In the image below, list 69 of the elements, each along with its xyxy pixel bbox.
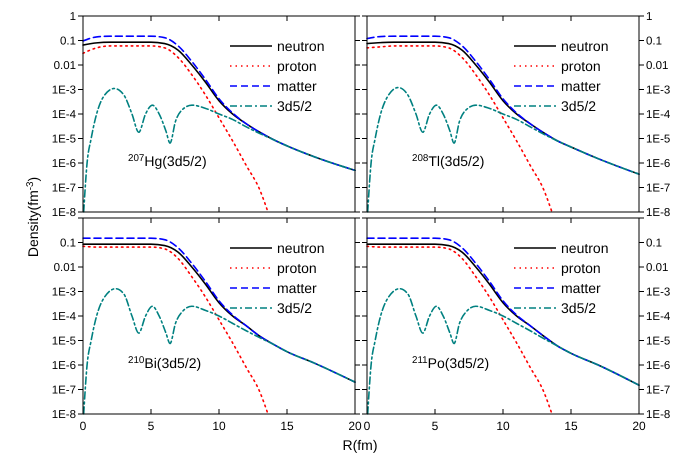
legend-label: 3d5/2 [277, 300, 312, 316]
legend-label: proton [277, 58, 317, 74]
annotation: $^{210}$Bi(3d5/2) [128, 354, 202, 371]
legend-label: matter [277, 78, 318, 94]
legend-label: matter [277, 280, 318, 296]
y-tick-label: 1E-5 [52, 336, 76, 348]
legend-label: 3d5/2 [561, 300, 596, 316]
x-tick-label: 5 [432, 419, 439, 433]
y-tick-label: 1E-6 [52, 360, 76, 372]
y-tick-label: 1E-4 [52, 109, 77, 121]
line-series [82, 245, 269, 415]
x-tick-label: 0 [364, 419, 371, 433]
y-tick-label: 1E-4 [52, 311, 77, 323]
y-tick-label: 1E-8 [52, 409, 76, 421]
legend-label: neutron [561, 38, 608, 54]
y-tick-label: 1E-7 [52, 182, 76, 194]
y-tick-label: 1E-7 [52, 384, 76, 396]
legend-label: 3d5/2 [277, 98, 312, 114]
legend-label: proton [561, 260, 601, 276]
x-axis-title: R(fm) [342, 437, 378, 453]
legend-label: neutron [277, 240, 324, 256]
y-tick-label: 0.1 [60, 238, 76, 250]
y-tick-label: 1E-8 [52, 207, 76, 219]
x-tick-label: 15 [564, 419, 578, 433]
annotation: $^{207}$Hg(3d5/2) [128, 152, 207, 169]
legend-label: proton [561, 58, 601, 74]
y-tick-label: 0.01 [646, 262, 668, 274]
y-tick-label: 1E-8 [646, 207, 670, 219]
x-tick-label: 10 [496, 419, 510, 433]
y-tick-label: 0.01 [54, 262, 76, 274]
y-tick-label: 0.1 [60, 36, 76, 48]
y-tick-label: 0.1 [646, 36, 662, 48]
legend-label: matter [561, 280, 602, 296]
legend-label: neutron [277, 38, 324, 54]
x-tick-label: 20 [348, 419, 362, 433]
x-tick-label: 20 [632, 419, 646, 433]
y-tick-label: 1E-5 [646, 336, 670, 348]
y-tick-label: 1E-8 [646, 409, 670, 421]
y-tick-label: 1E-4 [646, 311, 671, 323]
legend-label: proton [277, 260, 317, 276]
y-tick-label: 1E-3 [52, 84, 76, 96]
y-tick-label: 1E-3 [646, 84, 670, 96]
legend-label: neutron [561, 240, 608, 256]
y-tick-label: 1E-3 [52, 286, 76, 298]
line-series [82, 45, 269, 213]
y-tick-label: 1E-5 [52, 134, 76, 146]
y-tick-label: 0.01 [54, 60, 76, 72]
x-tick-label: 5 [148, 419, 155, 433]
x-tick-label: 0 [80, 419, 87, 433]
legend-label: 3d5/2 [561, 98, 596, 114]
y-tick-label: 1E-6 [646, 360, 670, 372]
y-tick-label: 0.1 [646, 238, 662, 250]
y-tick-label: 1E-4 [646, 109, 671, 121]
x-tick-label: 10 [212, 419, 226, 433]
annotation: $^{211}$Po(3d5/2) [412, 354, 490, 371]
x-tick-label: 15 [280, 419, 294, 433]
y-tick-label: 1 [70, 11, 76, 23]
line-series [366, 45, 553, 213]
y-tick-label: 1E-6 [646, 158, 670, 170]
y-tick-label: 1 [646, 11, 652, 23]
line-series [366, 245, 553, 415]
y-tick-label: 1E-6 [52, 158, 76, 170]
y-tick-label: 1E-3 [646, 286, 670, 298]
annotation: $^{208}$Tl(3d5/2) [412, 152, 484, 169]
y-tick-label: 1E-7 [646, 182, 670, 194]
y-tick-label: 1E-7 [646, 384, 670, 396]
legend-label: matter [561, 78, 602, 94]
y-tick-label: 1E-5 [646, 134, 670, 146]
y-tick-label: 0.01 [646, 60, 668, 72]
